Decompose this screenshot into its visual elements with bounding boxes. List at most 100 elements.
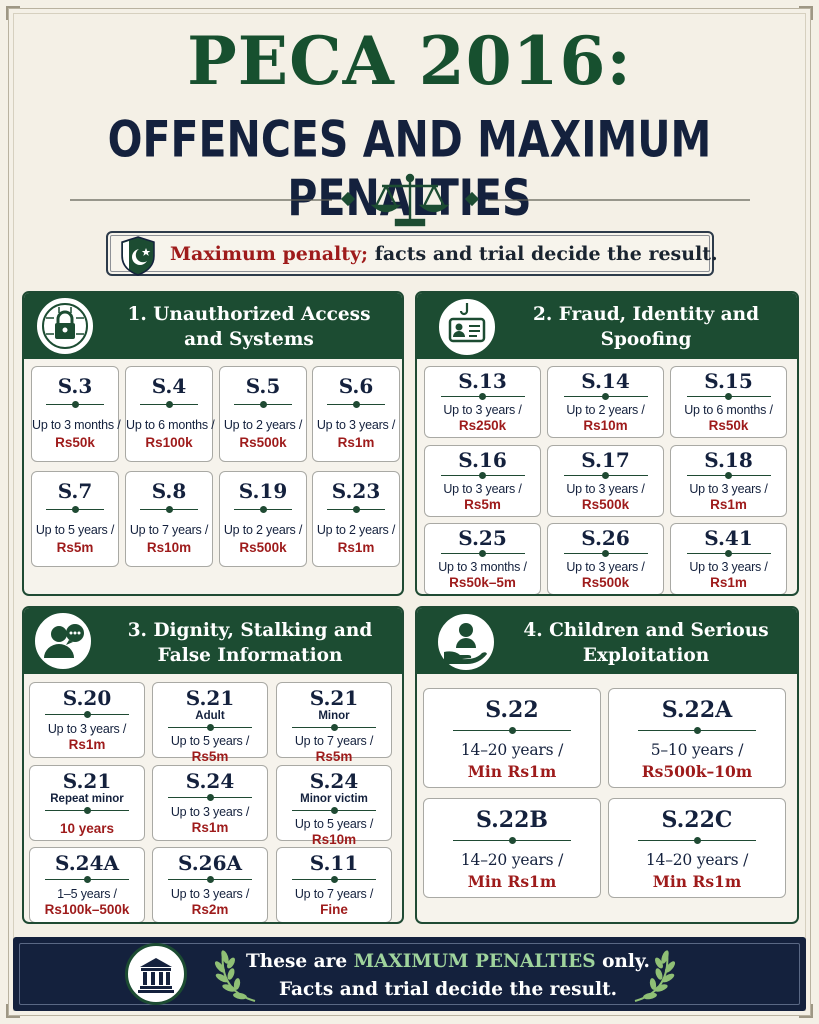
section-number: S.22 (485, 697, 539, 723)
corner-ornament (799, 6, 813, 20)
card-qualifier: Minor victim (300, 793, 368, 805)
penalty-card: S.16 Up to 3 years / Rs5m (424, 445, 541, 517)
card-divider (686, 393, 771, 401)
fine-amount: 10 years (59, 821, 115, 836)
id-badge-hook-icon (436, 296, 498, 358)
card-divider (292, 724, 376, 732)
prison-term: Up to 7 years / (129, 523, 209, 537)
section-number: S.15 (704, 369, 753, 393)
penalty-card: S.19 Up to 2 years / Rs500k (219, 471, 307, 567)
laurel-left-icon (214, 950, 256, 1002)
prison-term: Up to 3 months / (32, 418, 121, 432)
penalty-card: S.41 Up to 3 years / Rs1m (670, 523, 787, 594)
card-divider (563, 550, 648, 558)
courthouse-icon (125, 943, 187, 1005)
panel-title-line1: 4. Children and Serious (523, 620, 769, 641)
corner-ornament (799, 1004, 813, 1018)
footer-prefix: These are (246, 951, 354, 972)
fine-amount: Rs1m (337, 540, 375, 555)
penalty-card: S.22B 14–20 years / Min Rs1m (423, 798, 601, 898)
section-number: S.21 (62, 769, 112, 793)
fine-amount: Rs50k (708, 418, 749, 433)
fine-amount: Rs500k–10m (641, 762, 753, 781)
lock-icon (34, 295, 96, 357)
penalty-card: S.25 Up to 3 months / Rs50k–5m (424, 523, 541, 594)
footer-line2: Facts and trial decide the result. (278, 979, 618, 1000)
section-number: S.14 (581, 369, 630, 393)
fine-amount: Rs50k–5m (449, 575, 516, 590)
card-divider (234, 506, 292, 514)
fine-amount: Rs1m (710, 575, 747, 590)
fine-amount: Rs250k (458, 418, 507, 433)
panel-children-exploitation: 4. Children and Serious Exploitation S.2… (415, 606, 799, 924)
card-qualifier: Minor (318, 710, 350, 722)
prison-term: Up to 3 years / (689, 560, 768, 574)
card-divider (327, 506, 385, 514)
penalty-card: S.18 Up to 3 years / Rs1m (670, 445, 787, 517)
prison-term: Up to 3 months / (438, 560, 527, 574)
panel-title-line2: and Systems (184, 329, 314, 350)
prison-term: Up to 2 years / (566, 403, 645, 417)
panel-title-line2: False Information (157, 645, 343, 666)
card-qualifier: Repeat minor (50, 793, 124, 805)
section-number: S.16 (458, 448, 507, 472)
penalty-card: S.11 Up to 7 years / Fine (276, 847, 392, 922)
panel-title: 2. Fraud, Identity and Spoofing (501, 302, 791, 352)
fine-amount: Rs5m (464, 497, 501, 512)
prison-term: Up to 3 years / (443, 403, 522, 417)
prison-term: Up to 5 years / (35, 523, 115, 537)
card-divider (45, 711, 129, 719)
section-number: S.18 (704, 448, 753, 472)
fine-amount: Rs10m (146, 540, 192, 555)
section-number: S.7 (57, 479, 93, 503)
fine-amount: Rs1m (337, 435, 375, 450)
outer-frame (8, 8, 811, 1016)
penalty-card: S.4 Up to 6 months / Rs100k (125, 366, 215, 462)
corner-ornament (6, 6, 20, 20)
section-number: S.11 (309, 851, 359, 875)
card-divider (292, 807, 376, 815)
card-divider (327, 401, 385, 409)
fine-amount: Fine (320, 902, 348, 917)
prison-term: Up to 3 years / (170, 887, 250, 901)
prison-term: Up to 3 years / (47, 722, 127, 736)
section-number: S.5 (245, 374, 281, 398)
penalty-card: S.17 Up to 3 years / Rs500k (547, 445, 664, 517)
section-number: S.22C (661, 807, 733, 833)
fine-amount: Min Rs1m (652, 872, 742, 891)
prison-term: Up to 6 months / (684, 403, 773, 417)
card-divider (168, 724, 252, 732)
panel-unauthorized-access: 1. Unauthorized Access and Systems S.3 Up… (22, 291, 404, 596)
fine-amount: Rs10m (583, 418, 628, 433)
laurel-right-icon (634, 950, 676, 1002)
section-number: S.8 (151, 479, 187, 503)
panel-title-line1: 2. Fraud, Identity and (532, 304, 760, 325)
card-divider (453, 727, 571, 735)
card-divider (46, 401, 104, 409)
penalty-card: S.22 14–20 years / Min Rs1m (423, 688, 601, 788)
section-number: S.6 (338, 374, 374, 398)
footer-highlight: MAXIMUM PENALTIES (353, 951, 596, 972)
section-number: S.26A (177, 851, 243, 875)
prison-term: Up to 3 years / (316, 418, 396, 432)
pakistan-shield-icon (121, 236, 155, 276)
card-divider (440, 550, 525, 558)
fine-amount: Rs5m (315, 749, 353, 764)
card-divider (140, 506, 198, 514)
prison-term: Up to 2 years / (316, 523, 396, 537)
penalty-card: S.24 Up to 3 years / Rs1m (152, 765, 268, 841)
penalty-card: S.6 Up to 3 years / Rs1m (312, 366, 400, 462)
panel-title-line1: 1. Unauthorized Access (127, 304, 371, 325)
card-divider (234, 401, 292, 409)
panel-title: 1. Unauthorized Access and Systems (104, 302, 394, 352)
penalty-card: S.5 Up to 2 years / Rs500k (219, 366, 307, 462)
penalty-card: S.21 Repeat minor 10 years (29, 765, 145, 841)
penalty-card: S.23 Up to 2 years / Rs1m (312, 471, 400, 567)
prison-term: Up to 5 years / (170, 734, 250, 748)
prison-term: 5–10 years / (650, 741, 744, 759)
footer-banner: These are MAXIMUM PENALTIES only. Facts … (13, 937, 806, 1011)
fine-amount: Min Rs1m (467, 762, 557, 781)
prison-term: Up to 2 years / (223, 418, 303, 432)
notice-text: Maximum penalty; facts and trial decide … (170, 243, 718, 265)
prison-term: Up to 2 years / (223, 523, 303, 537)
